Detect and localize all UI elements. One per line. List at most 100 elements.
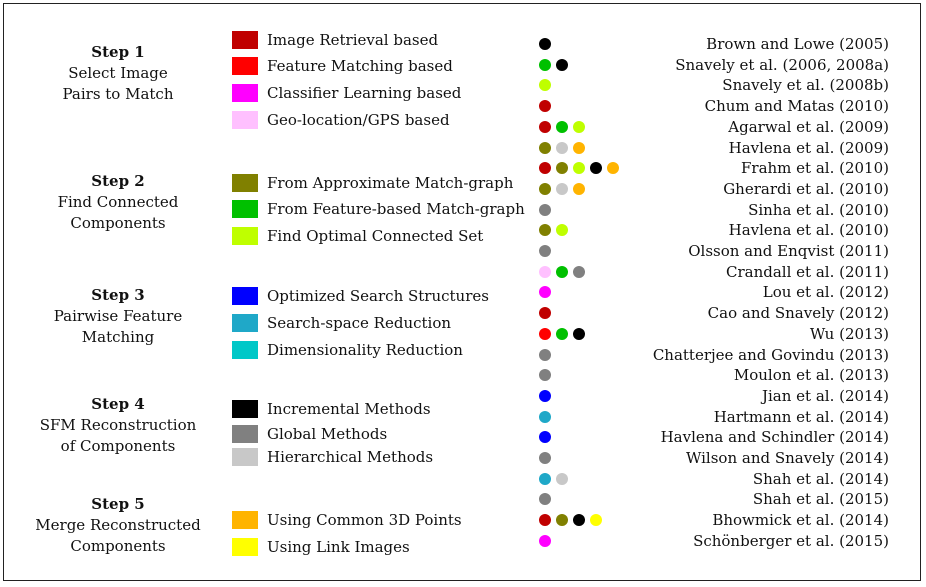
method-dot-incremental	[573, 514, 585, 527]
legend-label: Global Methods	[267, 425, 388, 443]
step-title: Step 3	[91, 286, 145, 304]
reference-name: Bhowmick et al. (2014)	[712, 511, 889, 530]
method-dots	[539, 452, 556, 464]
legend-label: Search-space Reduction	[267, 314, 452, 332]
step-desc-line: Matching	[81, 328, 155, 346]
method-dot-optimal-set	[573, 120, 585, 133]
reference-name: Wu (2013)	[809, 324, 889, 343]
reference-row: Wilson and Snavely (2014)	[539, 448, 889, 468]
method-dots	[539, 38, 556, 50]
legend-swatch	[232, 538, 258, 556]
reference-row: Havlena et al. (2009)	[539, 138, 889, 158]
method-dot-global	[573, 265, 585, 278]
reference-name: Chum and Matas (2010)	[704, 97, 889, 116]
method-dot-hierarchical	[556, 182, 568, 195]
legend-swatch	[232, 227, 258, 245]
legend-swatch	[232, 287, 258, 305]
reference-name: Olsson and Enqvist (2011)	[688, 242, 889, 260]
method-dots	[539, 224, 573, 237]
method-dot-classifier	[539, 286, 551, 299]
legend-item-hierarchical: Hierarchical Methods	[232, 447, 433, 467]
reference-row: Moulon et al. (2013)	[539, 365, 889, 385]
reference-name: Jian et al. (2014)	[761, 386, 889, 405]
method-dot-incremental	[556, 58, 568, 71]
reference-name: Snavely et al. (2008b)	[722, 76, 889, 95]
legend-label: From Feature-based Match-graph	[267, 200, 525, 218]
step-desc-line: of Components	[60, 437, 176, 455]
method-dot-approx-graph	[539, 224, 551, 237]
legend-item-feature-matching: Feature Matching based	[232, 56, 453, 76]
legend-label: Dimensionality Reduction	[267, 341, 463, 359]
reference-row: Wu (2013)	[539, 324, 889, 344]
legend-swatch	[232, 57, 258, 75]
reference-name: Agarwal et al. (2009)	[728, 117, 889, 136]
reference-name: Havlena and Schindler (2014)	[660, 428, 889, 447]
legend-item-common-3d: Using Common 3D Points	[232, 510, 462, 530]
legend-label: Find Optimal Connected Set	[267, 227, 484, 245]
step-desc-line: Components	[70, 537, 166, 555]
legend-swatch	[232, 341, 258, 359]
legend-swatch	[232, 31, 258, 49]
legend-item-global: Global Methods	[232, 424, 387, 444]
method-dot-feature-graph	[539, 58, 551, 71]
step-title: Step 4	[91, 395, 145, 413]
method-dot-optimal-set	[539, 79, 551, 92]
legend-label: Optimized Search Structures	[267, 287, 489, 305]
reference-row: Snavely et al. (2006, 2008a)	[539, 55, 889, 75]
legend-swatch	[232, 84, 258, 102]
method-dot-search-struct	[539, 389, 551, 402]
method-dot-image-retrieval	[539, 307, 551, 320]
reference-name: Havlena et al. (2010)	[728, 221, 889, 240]
reference-row: Crandall et al. (2011)	[539, 262, 889, 282]
reference-name: Snavely et al. (2006, 2008a)	[675, 55, 889, 74]
legend-swatch	[232, 200, 258, 218]
method-dots	[539, 141, 590, 154]
legend-label: Incremental Methods	[267, 400, 431, 418]
method-dot-image-retrieval	[539, 120, 551, 133]
method-dot-feature-graph	[556, 120, 568, 133]
reference-name: Shah et al. (2015)	[752, 490, 889, 509]
legend-item-optimal-set: Find Optimal Connected Set	[232, 226, 483, 246]
legend-label: Using Common 3D Points	[267, 511, 462, 529]
legend-item-classifier: Classifier Learning based	[232, 83, 461, 103]
legend-item-link-images: Using Link Images	[232, 537, 410, 557]
step-desc-line: Pairs to Match	[62, 85, 174, 103]
method-dot-approx-graph	[556, 162, 568, 175]
reference-row: Brown and Lowe (2005)	[539, 34, 889, 54]
method-dots	[539, 327, 590, 340]
legend-label: From Approximate Match-graph	[267, 174, 514, 192]
reference-name: Wilson and Snavely (2014)	[685, 449, 889, 467]
legend-item-image-retrieval: Image Retrieval based	[232, 30, 438, 50]
legend-item-geo: Geo-location/GPS based	[232, 110, 450, 130]
legend-item-approx-graph: From Approximate Match-graph	[232, 173, 513, 193]
legend-swatch	[232, 425, 258, 443]
method-dot-image-retrieval	[539, 100, 551, 113]
method-dot-feature-graph	[556, 327, 568, 340]
reference-row: Lou et al. (2012)	[539, 282, 889, 302]
legend-item-feature-graph: From Feature-based Match-graph	[232, 199, 525, 219]
reference-row: Hartmann et al. (2014)	[539, 407, 889, 427]
reference-name: Brown and Lowe (2005)	[706, 35, 889, 53]
legend-swatch	[232, 111, 258, 129]
reference-name: Schönberger et al. (2015)	[693, 531, 889, 550]
legend-swatch	[232, 511, 258, 529]
reference-row: Olsson and Enqvist (2011)	[539, 241, 889, 261]
reference-row: Havlena and Schindler (2014)	[539, 427, 889, 447]
step-desc-line: Find Connected	[57, 193, 179, 211]
step-desc-line: Pairwise Feature	[53, 307, 183, 325]
reference-row: Snavely et al. (2008b)	[539, 75, 889, 95]
reference-row: Frahm et al. (2010)	[539, 158, 889, 178]
method-dots	[539, 534, 556, 547]
method-dot-search-space	[539, 410, 551, 423]
method-dot-incremental	[539, 38, 551, 50]
legend-label: Image Retrieval based	[267, 31, 439, 49]
method-dots	[539, 79, 556, 92]
reference-row: Havlena et al. (2010)	[539, 220, 889, 240]
method-dots	[539, 410, 556, 423]
method-dot-hierarchical	[556, 472, 568, 485]
reference-row: Schönberger et al. (2015)	[539, 531, 889, 551]
reference-row: Shah et al. (2015)	[539, 489, 889, 509]
method-dot-common-3d	[573, 182, 585, 195]
reference-row: Jian et al. (2014)	[539, 386, 889, 406]
method-dots	[539, 100, 556, 113]
